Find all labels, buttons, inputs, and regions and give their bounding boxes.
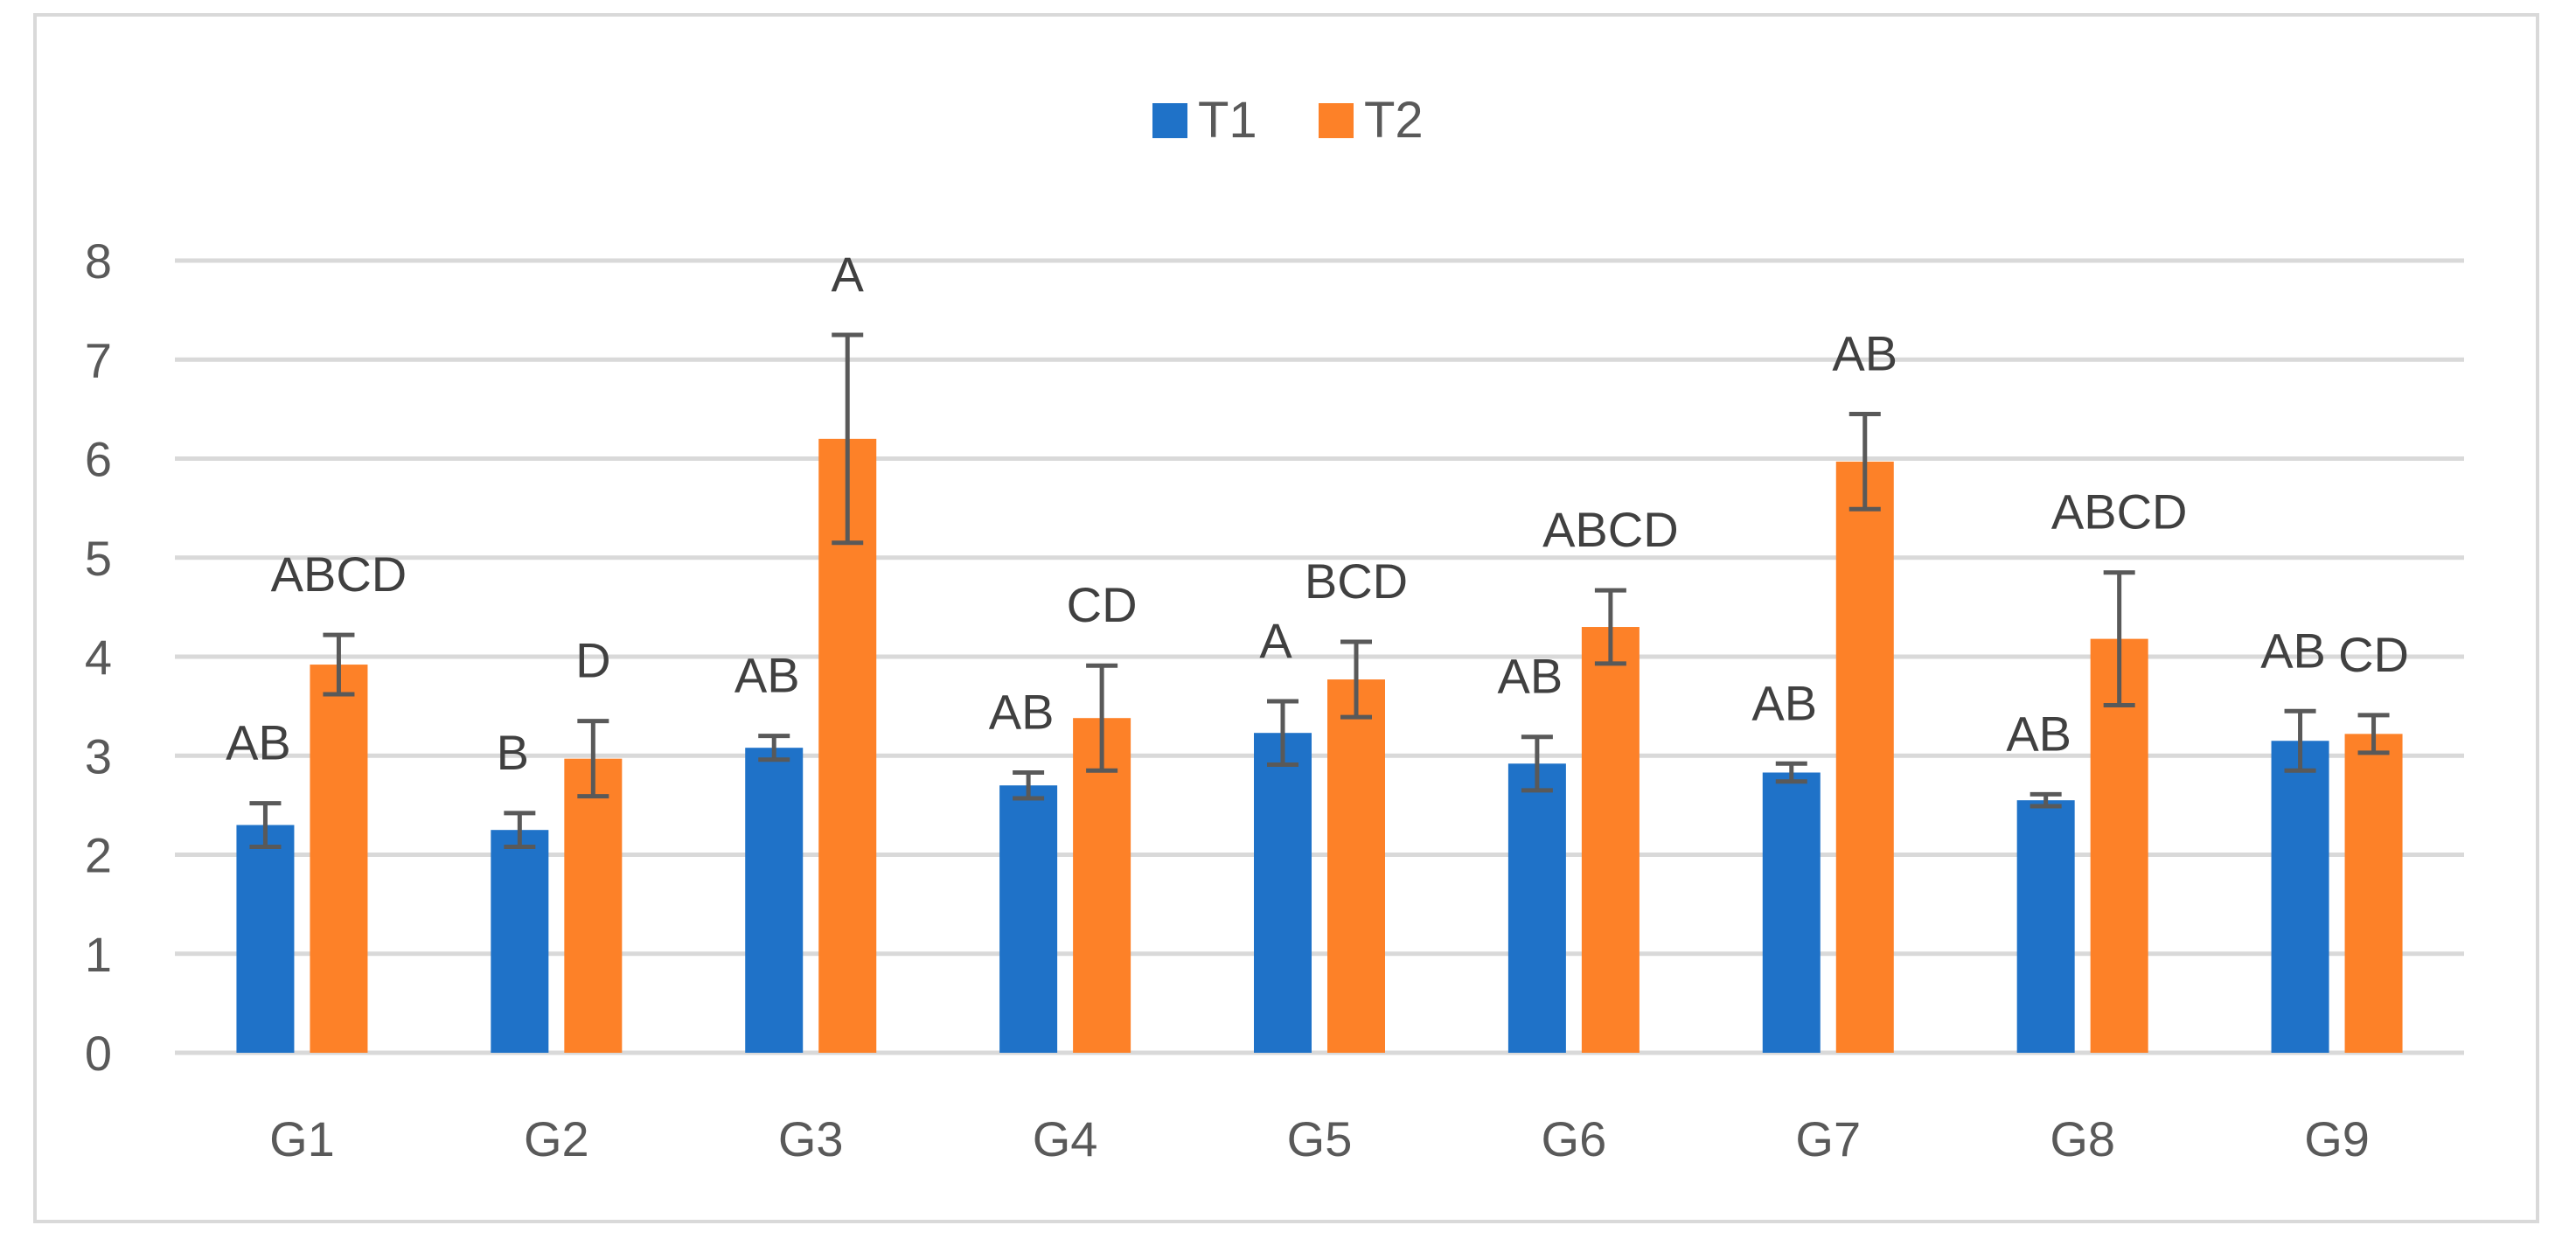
legend-swatch-t1 [1152, 103, 1187, 138]
x-tick-label: G6 [1542, 1111, 1607, 1166]
significance-letter-t2-g5: BCD [1305, 553, 1408, 609]
bar-t1-g6 [1507, 763, 1566, 1053]
y-axis: 0 1 2 3 4 5 6 7 8 [85, 233, 112, 1081]
x-tick-label: G2 [524, 1111, 589, 1166]
significance-letter-t1-g8: AB [2006, 706, 2071, 761]
x-tick-label: G9 [2304, 1111, 2370, 1166]
y-tick-label: 7 [85, 332, 112, 387]
y-tick-label: 1 [85, 927, 112, 982]
bar-t1-g7 [1762, 772, 1821, 1053]
significance-letter-t2-g6: ABCD [1542, 502, 1679, 557]
legend: T1 T2 [1152, 92, 1424, 149]
bar-t2-g5 [1327, 679, 1385, 1053]
bar-t1-g1 [236, 825, 295, 1053]
bar-t1-g5 [1254, 733, 1312, 1053]
bar-t1-g3 [745, 748, 804, 1053]
bars [236, 438, 2403, 1054]
significance-letter-t2-g2: D [575, 633, 610, 688]
significance-letter-t1-g3: AB [735, 648, 800, 703]
bar-t1-g4 [999, 785, 1058, 1053]
x-axis: G1 G2 G3 G4 G5 G6 G7 G8 G9 [269, 1111, 2370, 1166]
bar-t2-g2 [564, 758, 623, 1053]
gridlines [175, 258, 2464, 1055]
significance-letter-t1-g6: AB [1498, 649, 1563, 704]
y-tick-label: 0 [85, 1026, 112, 1081]
x-tick-label: G5 [1287, 1111, 1353, 1166]
y-tick-label: 8 [85, 233, 112, 289]
bar-t2-g9 [2344, 734, 2403, 1053]
y-tick-label: 2 [85, 828, 112, 883]
significance-letter-t1-g4: AB [989, 685, 1055, 740]
bar-t2-g6 [1581, 627, 1640, 1053]
bar-t2-g7 [1835, 461, 1894, 1053]
bar-t1-g8 [2016, 800, 2075, 1053]
bar-t2-g1 [310, 665, 368, 1053]
significance-letter-t2-g8: ABCD [2051, 484, 2188, 540]
significance-letter-t1-g5: A [1259, 613, 1292, 668]
legend-label-t1: T1 [1198, 92, 1257, 149]
significance-letter-t1-g1: AB [226, 715, 291, 770]
significance-letter-t2-g9: CD [2338, 627, 2409, 682]
error-bars [249, 332, 2390, 849]
x-tick-label: G4 [1033, 1111, 1098, 1166]
bar-t1-g2 [491, 830, 549, 1053]
y-tick-label: 3 [85, 728, 112, 783]
significance-letter-t2-g7: AB [1832, 326, 1897, 381]
significance-letter-t1-g2: B [497, 725, 529, 780]
legend-swatch-t2 [1319, 103, 1354, 138]
x-tick-label: G3 [778, 1111, 844, 1166]
x-tick-label: G1 [269, 1111, 335, 1166]
x-tick-label: G7 [1795, 1111, 1861, 1166]
bar-t1-g9 [2271, 741, 2329, 1053]
significance-letter-t1-g7: AB [1751, 675, 1817, 730]
legend-label-t2: T2 [1364, 92, 1424, 149]
x-tick-label: G8 [2050, 1111, 2115, 1166]
bar-t2-g8 [2090, 638, 2148, 1053]
significance-letter-t2-g3: A [832, 247, 865, 302]
bar-t2-g4 [1073, 718, 1131, 1053]
y-tick-label: 4 [85, 630, 112, 685]
significance-letter-t2-g1: ABCD [271, 546, 407, 602]
y-tick-label: 6 [85, 432, 112, 487]
y-tick-label: 5 [85, 531, 112, 586]
significance-letter-t1-g9: AB [2260, 623, 2326, 678]
significance-letter-t2-g4: CD [1067, 577, 1138, 632]
